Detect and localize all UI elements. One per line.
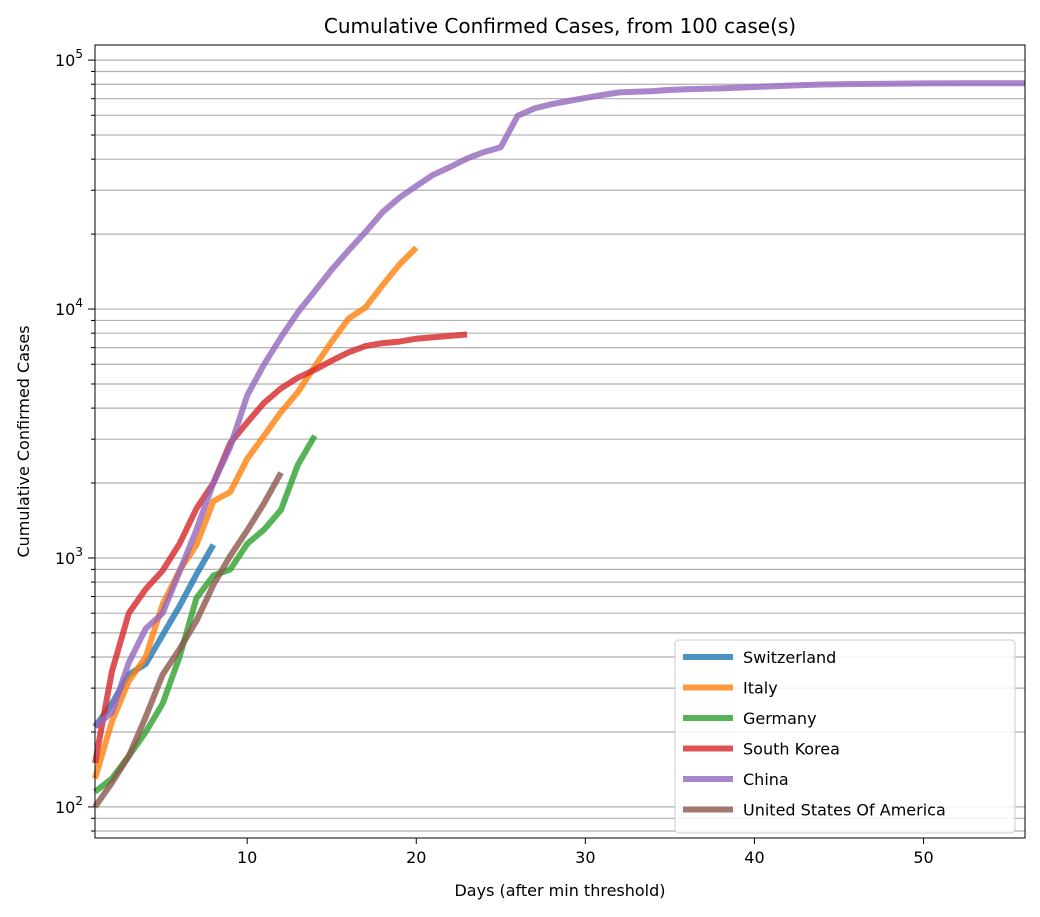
plot-area-frame (94, 44, 1026, 839)
x-tick-label: 40 (744, 848, 764, 867)
legend-label: South Korea (743, 740, 840, 759)
legend-label: China (743, 770, 789, 789)
chart-title: Cumulative Confirmed Cases, from 100 cas… (324, 14, 796, 38)
x-tick-label: 20 (406, 848, 426, 867)
y-axis-label: Cumulative Confirmed Cases (14, 325, 33, 557)
y-tick-label: 102 (55, 794, 83, 817)
legend-label: Italy (743, 679, 778, 698)
legend-label: Switzerland (743, 648, 836, 667)
legend-box (674, 639, 1016, 834)
legend: Switzerland Italy Germany South Korea China U… (674, 639, 1016, 834)
x-axis-label: Days (after min threshold) (454, 881, 665, 900)
y-tick-label: 105 (55, 47, 83, 70)
x-tick-label: 30 (575, 848, 595, 867)
x-tick-label: 10 (237, 848, 257, 867)
legend-label: Germany (743, 709, 817, 728)
series-line-united-states-of-america (92, 471, 284, 809)
y-tick-label: 103 (55, 545, 83, 568)
series-lines (92, 80, 1025, 809)
series-line-china (93, 80, 1025, 729)
series-line-south-korea (92, 331, 468, 764)
axis-ticks: 10 20 30 40 50 102 103 104 105 (55, 47, 934, 867)
grid (95, 59, 1025, 832)
y-tick-label: 104 (55, 296, 83, 319)
x-tick-label: 50 (913, 848, 933, 867)
series-line-italy (92, 245, 419, 780)
legend-label: United States Of America (743, 801, 946, 820)
